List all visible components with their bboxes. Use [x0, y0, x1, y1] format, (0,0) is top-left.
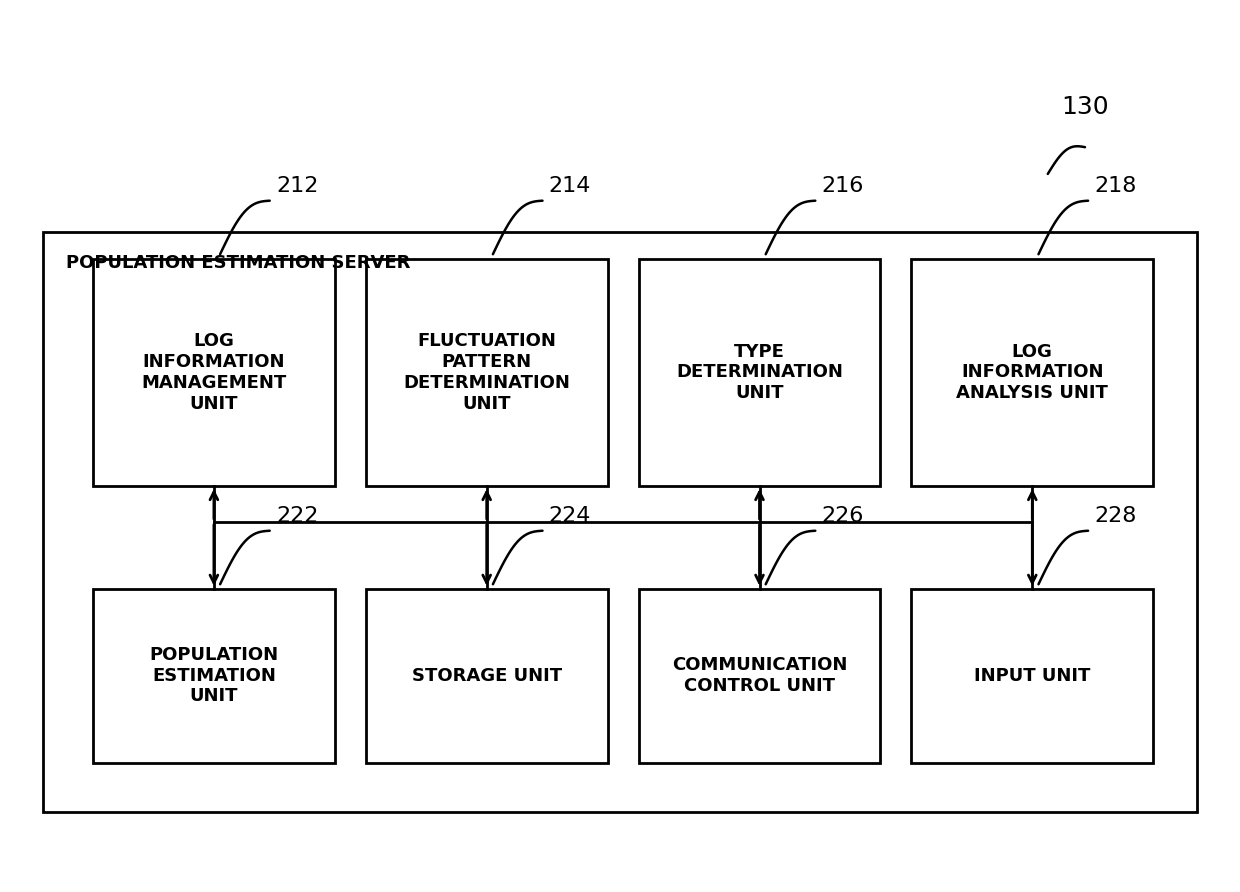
- Text: INPUT UNIT: INPUT UNIT: [975, 666, 1090, 685]
- Text: FLUCTUATION
PATTERN
DETERMINATION
UNIT: FLUCTUATION PATTERN DETERMINATION UNIT: [403, 332, 570, 413]
- Text: POPULATION
ESTIMATION
UNIT: POPULATION ESTIMATION UNIT: [149, 646, 279, 706]
- Bar: [911, 589, 1153, 763]
- Bar: [366, 259, 608, 486]
- Text: LOG
INFORMATION
ANALYSIS UNIT: LOG INFORMATION ANALYSIS UNIT: [956, 343, 1109, 402]
- Text: 228: 228: [1095, 507, 1137, 526]
- Text: LOG
INFORMATION
MANAGEMENT
UNIT: LOG INFORMATION MANAGEMENT UNIT: [141, 332, 286, 413]
- Bar: [93, 259, 335, 486]
- Text: 218: 218: [1095, 177, 1137, 196]
- Bar: [639, 589, 880, 763]
- Text: STORAGE UNIT: STORAGE UNIT: [412, 666, 562, 685]
- Text: 212: 212: [275, 177, 319, 196]
- Bar: [43, 232, 1197, 812]
- Bar: [366, 589, 608, 763]
- Text: 214: 214: [548, 177, 591, 196]
- Text: COMMUNICATION
CONTROL UNIT: COMMUNICATION CONTROL UNIT: [672, 657, 847, 695]
- Text: POPULATION ESTIMATION SERVER: POPULATION ESTIMATION SERVER: [66, 254, 410, 272]
- Text: 130: 130: [1061, 95, 1109, 119]
- Bar: [911, 259, 1153, 486]
- Text: TYPE
DETERMINATION
UNIT: TYPE DETERMINATION UNIT: [676, 343, 843, 402]
- Text: 216: 216: [822, 177, 864, 196]
- Bar: [639, 259, 880, 486]
- Text: 224: 224: [548, 507, 591, 526]
- Text: 222: 222: [275, 507, 319, 526]
- Bar: [93, 589, 335, 763]
- Text: 226: 226: [822, 507, 864, 526]
